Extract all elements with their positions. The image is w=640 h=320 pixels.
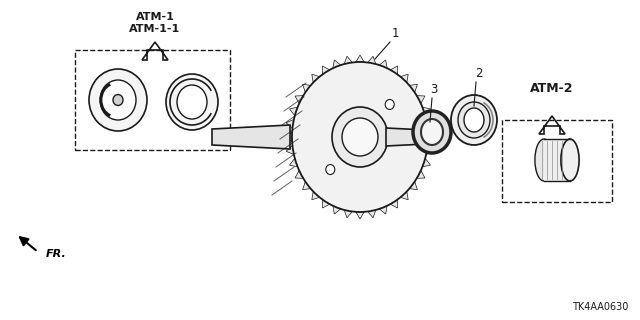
Polygon shape xyxy=(422,158,431,167)
Ellipse shape xyxy=(421,119,443,145)
Polygon shape xyxy=(289,158,298,167)
Polygon shape xyxy=(295,96,303,104)
Polygon shape xyxy=(390,66,397,75)
Ellipse shape xyxy=(332,107,388,167)
Polygon shape xyxy=(303,84,310,92)
Polygon shape xyxy=(544,139,570,181)
Polygon shape xyxy=(333,206,340,214)
Ellipse shape xyxy=(535,139,553,181)
Polygon shape xyxy=(428,132,435,141)
Text: FR.: FR. xyxy=(46,249,67,259)
Text: 2: 2 xyxy=(476,67,483,80)
Polygon shape xyxy=(303,182,310,190)
Polygon shape xyxy=(380,206,387,214)
Ellipse shape xyxy=(113,94,123,106)
Polygon shape xyxy=(356,55,364,62)
Ellipse shape xyxy=(100,80,136,120)
Polygon shape xyxy=(285,132,292,141)
Polygon shape xyxy=(312,191,319,200)
Polygon shape xyxy=(289,107,298,116)
Ellipse shape xyxy=(326,164,335,174)
Polygon shape xyxy=(323,200,330,208)
Polygon shape xyxy=(295,171,303,178)
Polygon shape xyxy=(286,146,294,155)
Ellipse shape xyxy=(292,62,428,212)
Text: ATM-1
ATM-1-1: ATM-1 ATM-1-1 xyxy=(129,12,180,35)
Polygon shape xyxy=(142,42,168,60)
Ellipse shape xyxy=(342,118,378,156)
Polygon shape xyxy=(212,125,290,149)
Text: TK4AA0630: TK4AA0630 xyxy=(572,302,628,312)
Text: 1: 1 xyxy=(391,27,399,40)
Ellipse shape xyxy=(561,139,579,181)
Ellipse shape xyxy=(89,69,147,131)
Polygon shape xyxy=(368,56,376,64)
Polygon shape xyxy=(356,212,364,219)
Bar xyxy=(502,120,612,202)
Polygon shape xyxy=(312,74,319,83)
Polygon shape xyxy=(410,84,417,92)
Polygon shape xyxy=(401,191,408,200)
Polygon shape xyxy=(386,128,426,146)
Polygon shape xyxy=(410,182,417,190)
Polygon shape xyxy=(333,60,340,68)
Ellipse shape xyxy=(421,130,431,144)
Ellipse shape xyxy=(458,102,490,138)
Polygon shape xyxy=(368,210,376,218)
Ellipse shape xyxy=(464,108,484,132)
Polygon shape xyxy=(426,146,434,155)
Ellipse shape xyxy=(413,111,451,153)
Polygon shape xyxy=(426,119,434,129)
Ellipse shape xyxy=(385,100,394,109)
Polygon shape xyxy=(401,74,408,83)
Bar xyxy=(75,50,230,150)
Polygon shape xyxy=(380,60,387,68)
Polygon shape xyxy=(417,96,425,104)
Ellipse shape xyxy=(166,74,218,130)
Polygon shape xyxy=(286,119,294,129)
Polygon shape xyxy=(539,116,565,134)
Polygon shape xyxy=(344,210,352,218)
Polygon shape xyxy=(417,171,425,178)
Text: ATM-2: ATM-2 xyxy=(531,82,573,95)
Ellipse shape xyxy=(451,95,497,145)
Polygon shape xyxy=(422,107,431,116)
Text: 3: 3 xyxy=(430,83,438,96)
Polygon shape xyxy=(390,200,397,208)
Polygon shape xyxy=(323,66,330,75)
Polygon shape xyxy=(344,56,352,64)
Ellipse shape xyxy=(177,85,207,119)
